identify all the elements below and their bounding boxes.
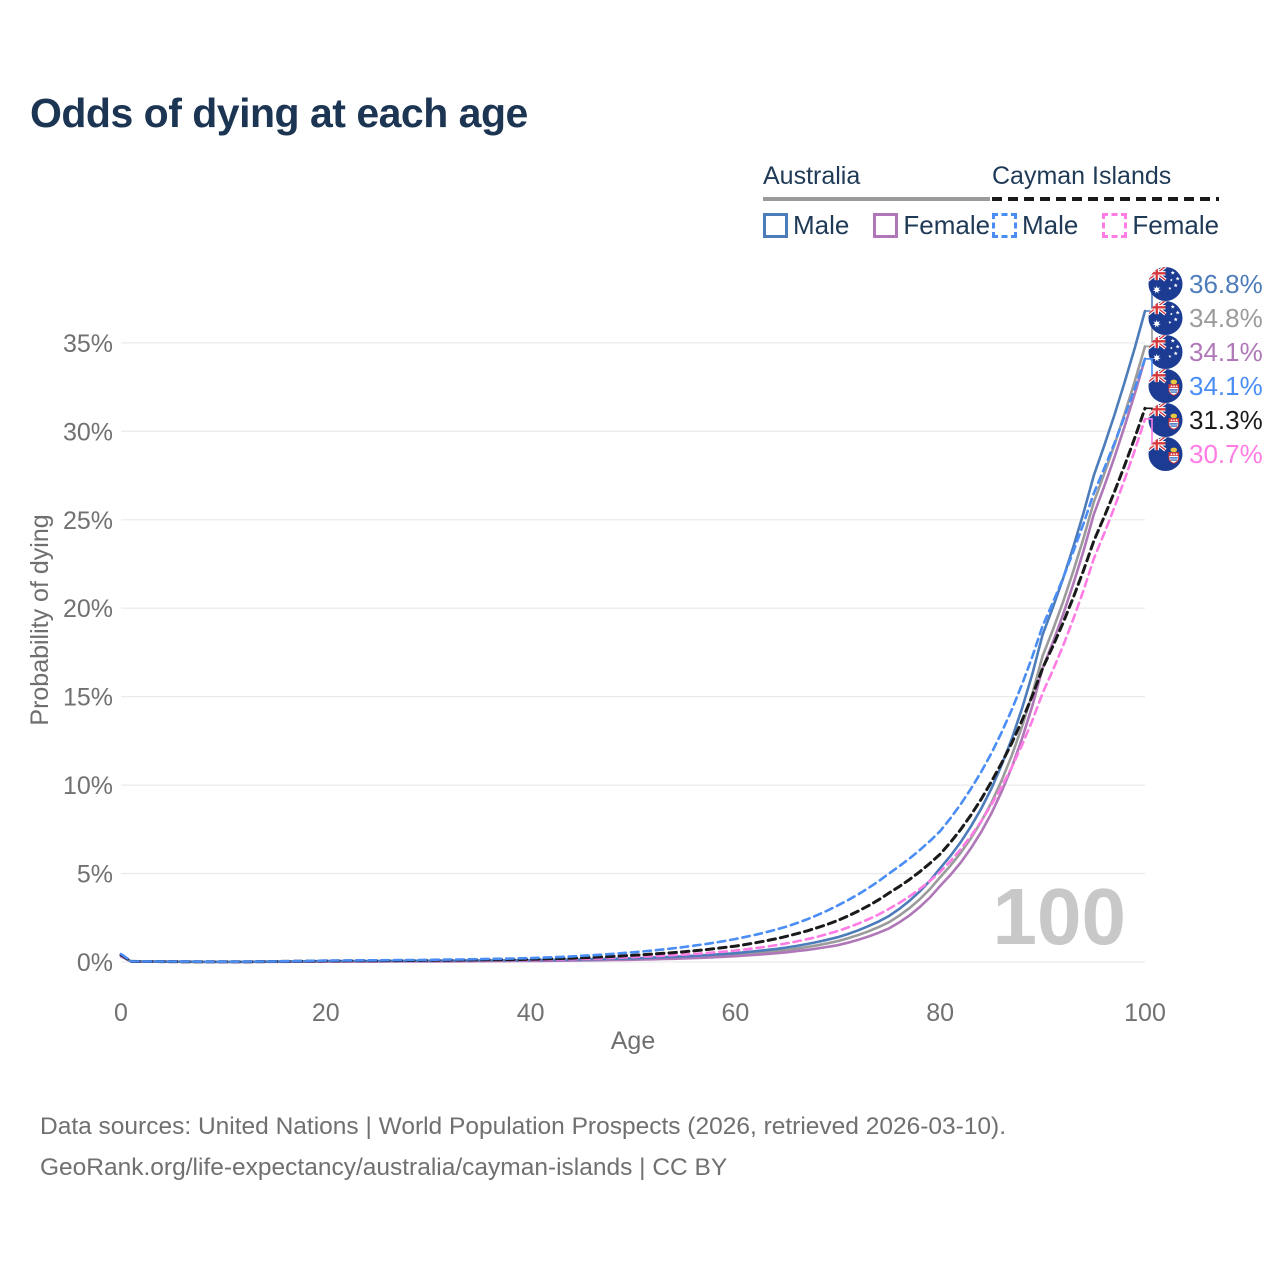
- series-line-australia-both[interactable]: [119, 345, 1147, 964]
- legend-item-cayman-islands-male[interactable]: Male: [992, 210, 1078, 241]
- legend-item-australia-female[interactable]: Female: [873, 210, 990, 241]
- series-line-cayman-islands-female[interactable]: [119, 417, 1147, 964]
- end-value-label: 31.3%: [1189, 405, 1263, 435]
- end-value-label: 34.1%: [1189, 371, 1263, 401]
- series-line-australia-male[interactable]: [119, 309, 1147, 964]
- legend-swatch-icon: [763, 213, 788, 238]
- footer: Data sources: United Nations | World Pop…: [40, 1106, 1006, 1188]
- footer-data-sources: Data sources: United Nations | World Pop…: [40, 1113, 1007, 1140]
- y-tick-label: 5%: [77, 861, 113, 889]
- y-tick-label: 10%: [63, 772, 113, 800]
- y-tick-label: 20%: [63, 595, 113, 623]
- x-tick-label: 40: [517, 999, 545, 1027]
- legend-swatch-icon: [873, 213, 899, 238]
- y-tick-label: 30%: [63, 418, 113, 446]
- end-value-label: 30.7%: [1189, 439, 1263, 469]
- x-tick-label: 80: [926, 999, 954, 1027]
- x-axis-title: Age: [611, 1027, 655, 1055]
- age-watermark: 100: [993, 872, 1126, 961]
- flag-icon-ky: [1148, 369, 1183, 404]
- series-line-cayman-islands-male[interactable]: [119, 357, 1147, 963]
- legend-item-label: Female: [903, 210, 991, 240]
- y-tick-label: 15%: [63, 684, 113, 712]
- end-value-label: 34.1%: [1189, 337, 1263, 367]
- x-tick-label: 60: [721, 999, 749, 1027]
- x-tick-label: 0: [114, 999, 128, 1027]
- flag-icon-au: [1148, 301, 1183, 336]
- legend-country-line-sample: [992, 197, 1220, 201]
- legend-country-label: Australia: [763, 162, 861, 190]
- legend-item-australia-male[interactable]: Male: [763, 210, 849, 241]
- x-tick-label: 20: [312, 999, 340, 1027]
- flag-icon-au: [1148, 335, 1183, 370]
- series-line-australia-female[interactable]: [119, 357, 1147, 964]
- footer-attribution: GeoRank.org/life-expectancy/australia/ca…: [40, 1154, 728, 1181]
- x-tick-label: 100: [1124, 999, 1166, 1027]
- flag-icon-au: [1148, 267, 1183, 302]
- legend-swatch-icon: [992, 213, 1017, 238]
- page-title: Odds of dying at each age: [30, 90, 528, 136]
- legend-group-australia: Australia Male Female: [763, 162, 991, 241]
- series-line-cayman-islands-both[interactable]: [119, 406, 1147, 964]
- legend-country-line-sample: [763, 197, 991, 201]
- legend-item-label: Female: [1132, 210, 1220, 240]
- legend-item-label: Male: [1022, 210, 1079, 240]
- end-value-label: 34.8%: [1189, 303, 1263, 333]
- legend-group-cayman-islands: Cayman Islands Male Female: [992, 162, 1220, 241]
- legend-swatch-icon: [1102, 213, 1128, 238]
- y-tick-label: 35%: [63, 330, 113, 358]
- legend-country-label: Cayman Islands: [992, 162, 1172, 190]
- y-tick-label: 25%: [63, 507, 113, 535]
- flag-icon-ky: [1148, 403, 1183, 438]
- end-value-label: 36.8%: [1189, 269, 1263, 299]
- legend-item-cayman-islands-female[interactable]: Female: [1102, 210, 1219, 241]
- y-axis-title: Probability of dying: [26, 514, 54, 725]
- legend-item-label: Male: [793, 210, 850, 240]
- y-tick-label: 0%: [77, 949, 113, 977]
- flag-icon-ky: [1148, 437, 1183, 472]
